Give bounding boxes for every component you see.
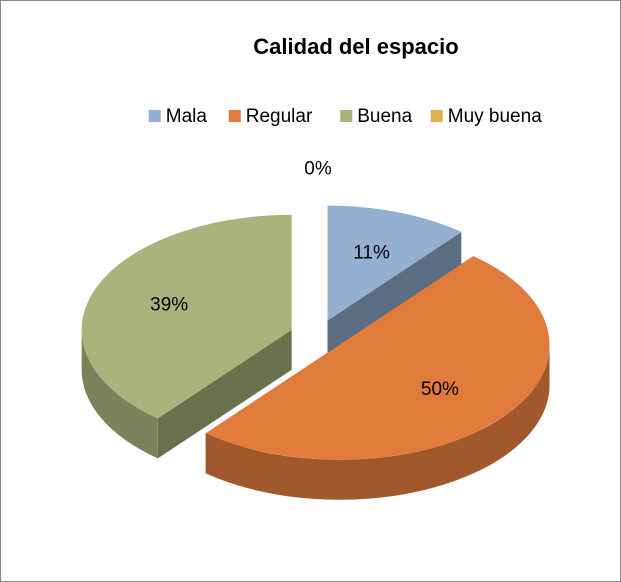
data-label: 11% — [353, 243, 390, 264]
legend: Mala Regular Buena Muy buena — [148, 106, 542, 127]
legend-swatch — [430, 110, 443, 122]
pie-slice — [81, 214, 292, 459]
legend-label: Regular — [246, 106, 313, 127]
pie — [81, 205, 550, 500]
legend-label: Muy buena — [448, 106, 542, 127]
slice-top — [327, 205, 462, 321]
legend-swatch — [228, 110, 241, 122]
slice-outer-wall — [205, 344, 550, 500]
data-label: 39% — [150, 295, 188, 316]
data-label: 0% — [304, 158, 332, 179]
chart-title: Calidad del espacio — [253, 34, 458, 59]
legend-swatch — [340, 110, 353, 122]
data-labels: 11% 50% 39% 0% — [150, 158, 459, 400]
slice-outer-wall — [81, 329, 158, 459]
legend-swatch — [148, 110, 161, 122]
legend-label: Buena — [357, 106, 412, 127]
pie-slice — [205, 256, 550, 500]
data-label: 50% — [421, 379, 459, 400]
slice-side-wall — [327, 231, 462, 361]
slice-top — [205, 256, 550, 460]
slice-top — [81, 214, 292, 419]
pie-slice — [327, 205, 462, 361]
legend-label: Mala — [166, 106, 208, 127]
slice-side-wall — [157, 329, 292, 459]
